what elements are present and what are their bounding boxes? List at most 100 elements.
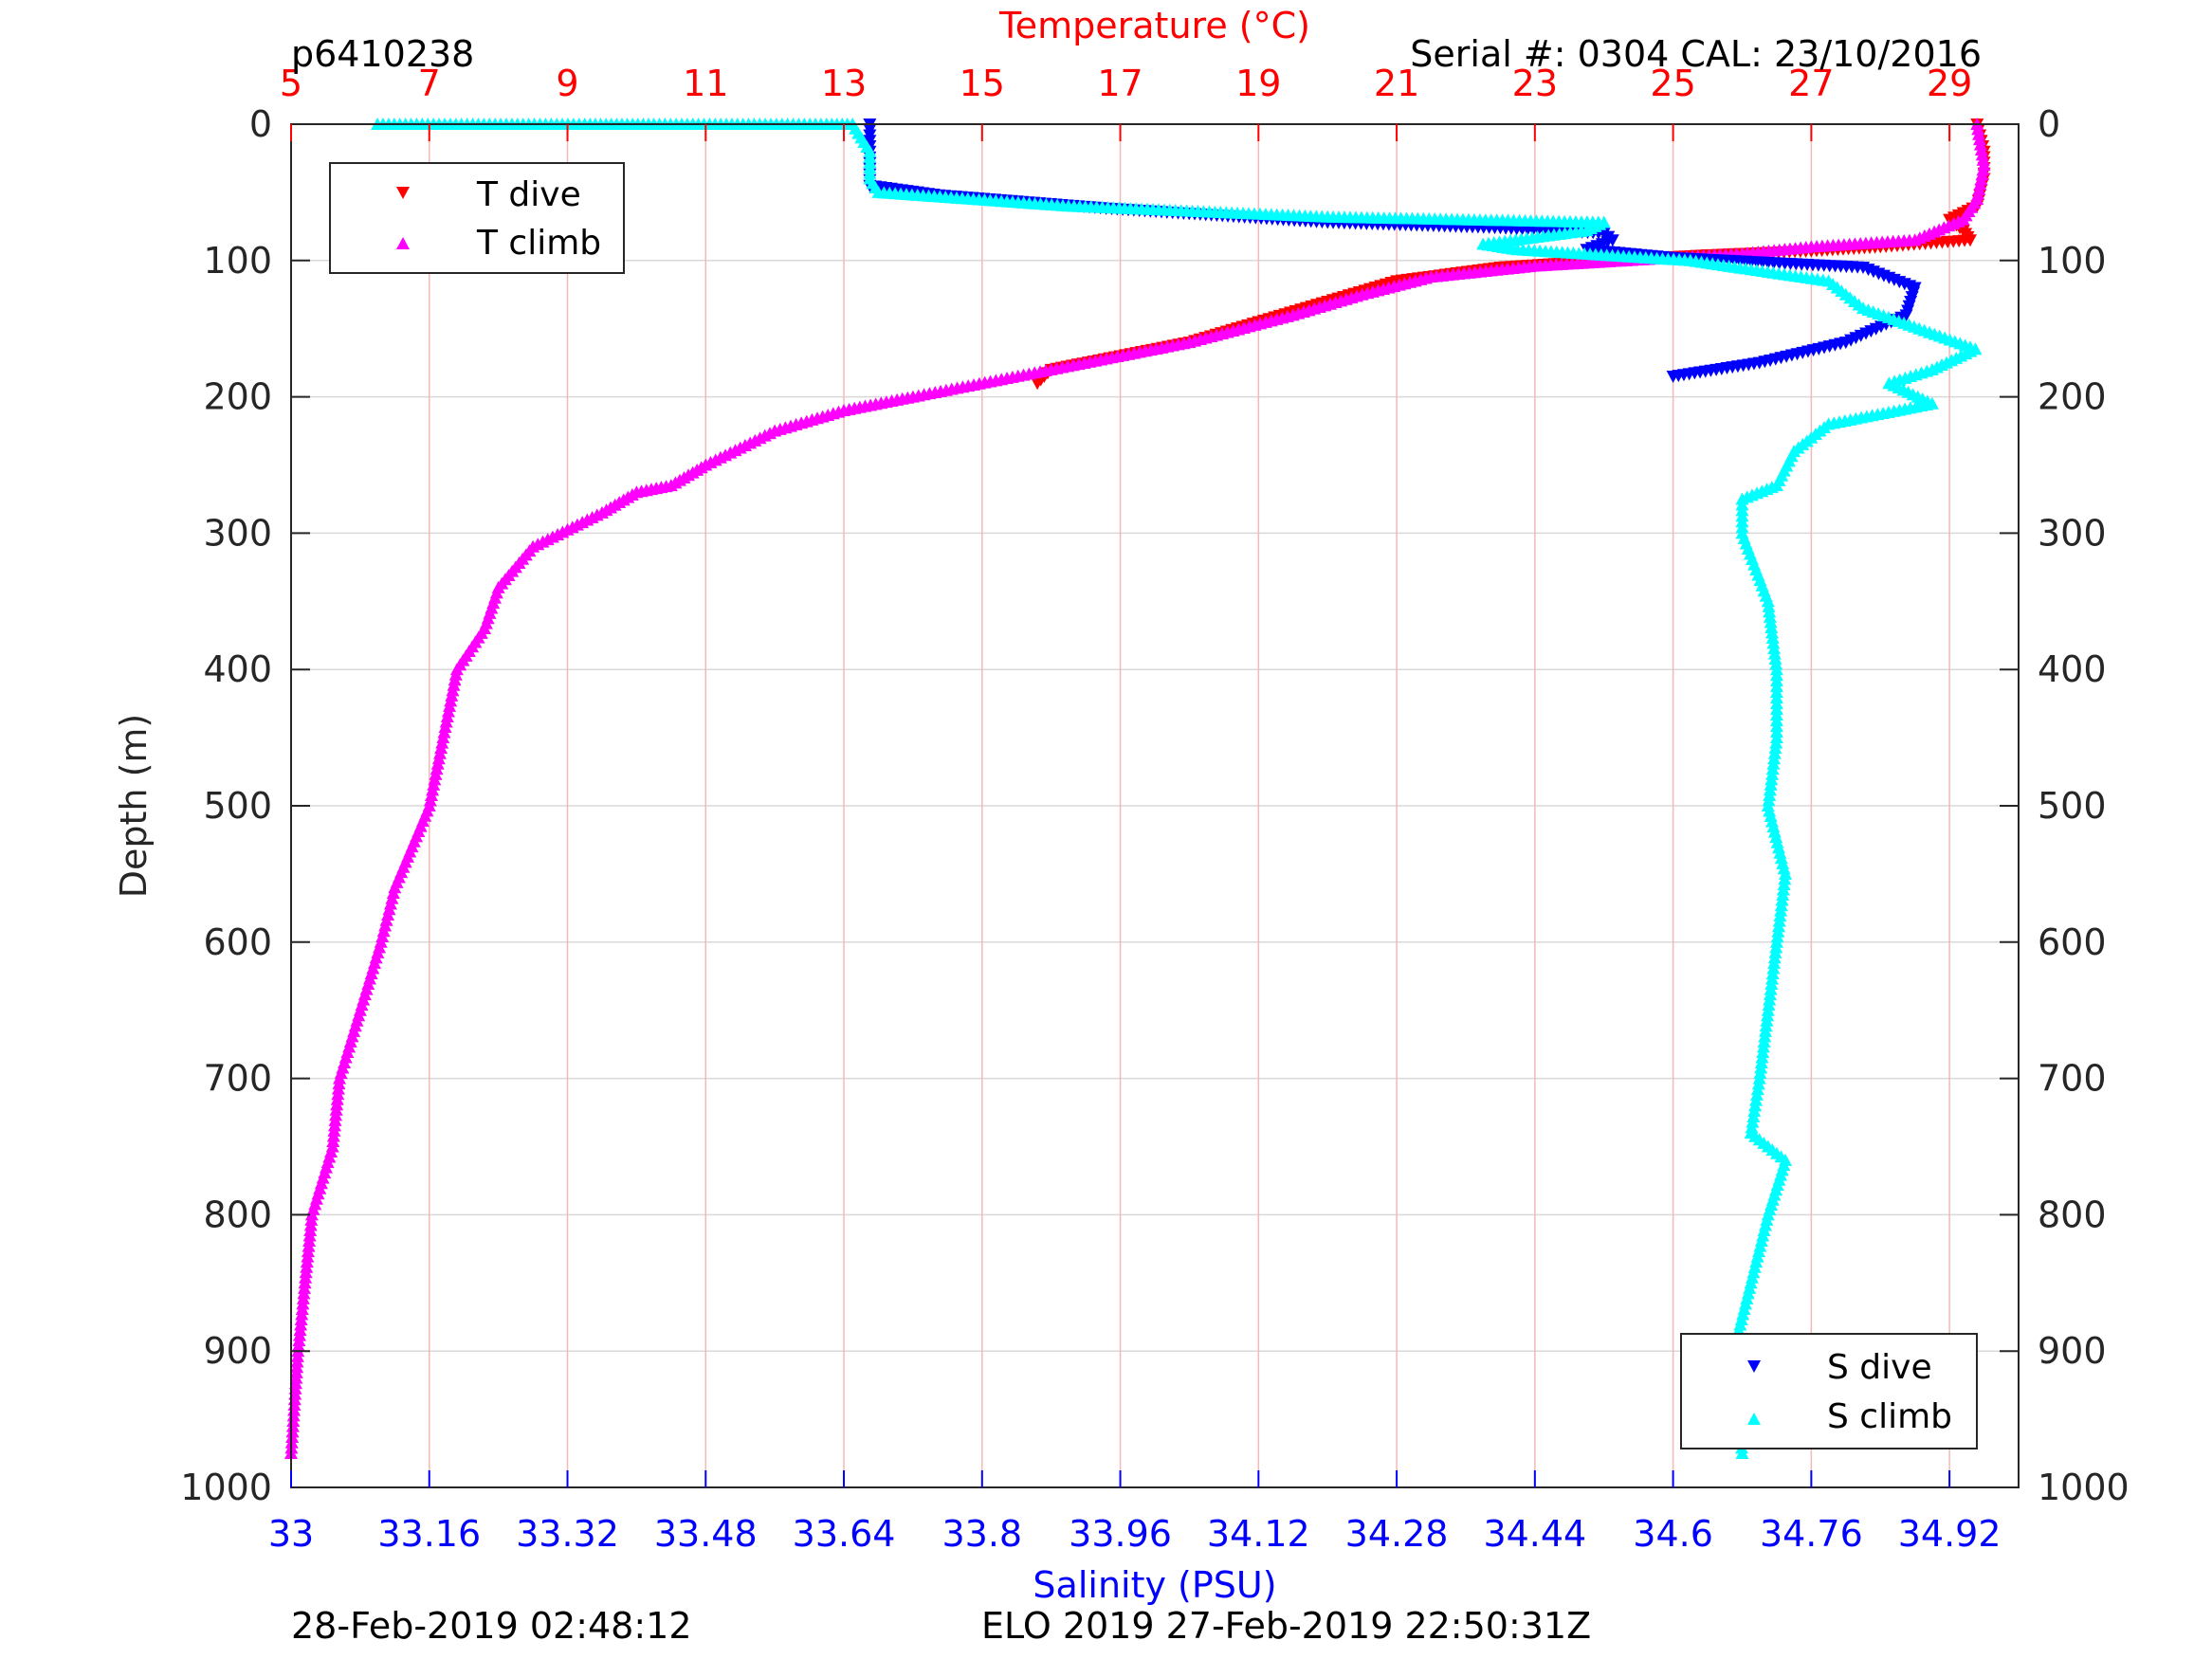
data-marker [1769,935,1783,948]
data-marker [438,720,452,734]
data-marker [292,1334,306,1347]
data-marker [1759,1024,1773,1037]
data-marker [448,667,463,681]
data-marker [1775,893,1789,906]
data-series [284,118,1991,1460]
data-marker [331,1082,345,1095]
data-marker [329,1108,343,1121]
data-marker [448,673,462,686]
data-marker [441,704,455,718]
data-marker [1749,1093,1764,1106]
data-marker [434,741,448,755]
data-marker [1767,746,1782,759]
temperature-tick-label: 13 [821,63,867,104]
data-marker [1771,924,1785,938]
salinity-tick-label: 34.92 [1898,1513,2002,1555]
temperature-tick-label: 19 [1235,63,1281,104]
data-marker [1761,594,1775,608]
temperature-tick-label: 25 [1650,63,1695,104]
data-marker [1735,1447,1749,1460]
data-marker [1763,788,1777,801]
depth-tick-label-right: 800 [2038,1194,2107,1235]
data-marker [1758,1030,1772,1043]
data-marker [300,1260,314,1273]
data-marker [295,1302,309,1315]
data-marker [1763,988,1777,1001]
data-marker [1768,945,1782,958]
data-marker [1770,930,1784,943]
data-marker [1974,142,1988,155]
data-marker [1766,636,1781,649]
salinity-tick-label: 33.96 [1069,1513,1172,1555]
depth-tick-label-right: 1000 [2038,1467,2130,1508]
salinity-tick-label: 34.76 [1760,1513,1863,1555]
salinity-tick-label: 33.16 [377,1513,481,1555]
legend-t-dive-marker [396,187,410,199]
data-marker [445,688,459,702]
data-marker [332,1077,346,1090]
salinity-tick-label: 33.8 [941,1513,1022,1555]
data-marker [1766,961,1781,975]
data-marker [443,699,457,712]
data-marker [330,1098,344,1111]
data-marker [300,1255,314,1268]
depth-tick-label-left: 200 [203,376,272,418]
data-marker [1764,777,1778,791]
data-marker [1769,731,1783,744]
data-marker [1972,127,1986,140]
data-marker [1768,741,1782,755]
temperature-tick-label: 15 [960,63,1005,104]
data-marker [1747,1104,1762,1118]
data-marker [1763,610,1777,623]
data-marker [1772,920,1786,933]
temperature-axis-label: Temperature (°C) [998,5,1310,46]
depth-tick-label-right: 200 [2038,376,2107,418]
data-marker [1765,767,1780,780]
depth-tick-label-right: 500 [2038,785,2107,827]
data-marker [1766,757,1781,770]
depth-tick-label-left: 500 [203,785,272,827]
series-t-climb [284,118,1991,1460]
data-marker [1767,647,1782,660]
data-marker [1773,909,1787,922]
data-marker [1774,903,1788,917]
data-marker [330,1092,344,1105]
data-marker [293,1323,307,1337]
depth-tick-label-right: 700 [2038,1058,2107,1100]
data-marker [1746,1115,1760,1128]
data-marker [328,1113,342,1126]
temperature-tick-label: 21 [1374,63,1419,104]
legend-s-dive-marker [1747,1360,1761,1373]
legend-s-climb-marker [1747,1413,1761,1425]
data-marker [327,1123,341,1137]
depth-tick-label-left: 1000 [180,1467,272,1508]
data-marker [1031,377,1045,391]
depth-tick-label-left: 700 [203,1058,272,1100]
data-marker [1772,914,1786,927]
data-marker [426,783,440,796]
temperature-tick-label: 17 [1097,63,1143,104]
data-marker [1765,631,1780,645]
legend-s-dive-label: S dive [1827,1348,1932,1387]
data-marker [1749,1087,1764,1101]
data-marker [294,1318,308,1331]
legend-t-dive-label: T dive [476,175,581,214]
data-marker [1765,966,1780,979]
salinity-tick-label: 34.6 [1633,1513,1713,1555]
data-marker [1769,657,1783,670]
data-marker [1776,883,1790,896]
data-marker [439,715,453,728]
salinity-tick-label: 33.64 [793,1513,896,1555]
data-marker [1757,1034,1771,1048]
depth-tick-label-left: 0 [249,103,272,145]
salinity-tick-label: 34.44 [1483,1513,1586,1555]
data-marker [299,1266,313,1279]
data-marker [1767,951,1782,964]
data-marker [425,788,439,801]
data-marker [1761,1009,1775,1022]
data-marker [326,1134,340,1147]
data-marker [292,1328,306,1341]
data-marker [1759,1019,1773,1032]
data-marker [446,684,460,697]
temperature-tick-label: 11 [683,63,728,104]
